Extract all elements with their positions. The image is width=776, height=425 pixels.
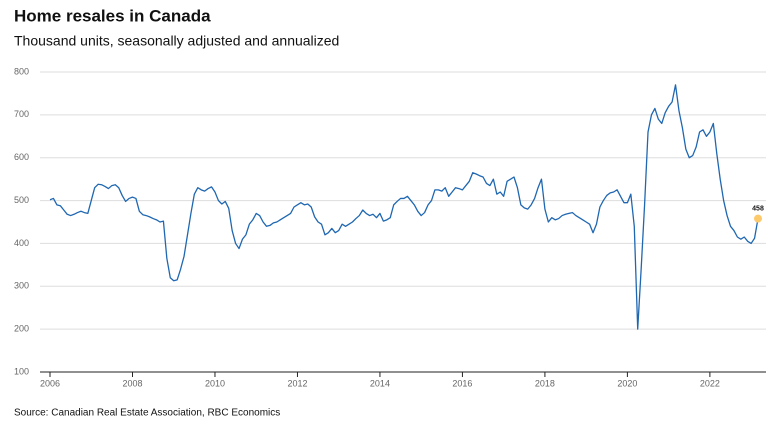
y-tick-label: 400: [14, 238, 29, 248]
x-tick-label: 2012: [287, 378, 307, 388]
y-tick-label: 300: [14, 281, 29, 291]
x-tick-label: 2016: [452, 378, 472, 388]
x-tick-label: 2006: [40, 378, 60, 388]
x-tick-label: 2022: [700, 378, 720, 388]
last-point: [754, 214, 762, 223]
last-value-label: 458: [752, 205, 764, 212]
x-tick-label: 2018: [535, 378, 555, 388]
x-tick-label: 2020: [617, 378, 637, 388]
y-tick-label: 100: [14, 366, 29, 376]
y-tick-label: 600: [14, 152, 29, 162]
y-tick-label: 200: [14, 324, 29, 334]
y-tick-label: 500: [14, 195, 29, 205]
chart-subtitle: Thousand units, seasonally adjusted and …: [14, 33, 339, 49]
x-tick-label: 2014: [370, 378, 390, 388]
chart-title: Home resales in Canada: [14, 6, 211, 25]
x-tick-label: 2008: [122, 378, 142, 388]
x-tick-label: 2010: [205, 378, 225, 388]
line-series: [49, 84, 759, 330]
source: Source: Canadian Real Estate Association…: [14, 408, 280, 419]
y-tick-label: 700: [14, 109, 29, 119]
y-tick-label: 800: [14, 66, 29, 76]
